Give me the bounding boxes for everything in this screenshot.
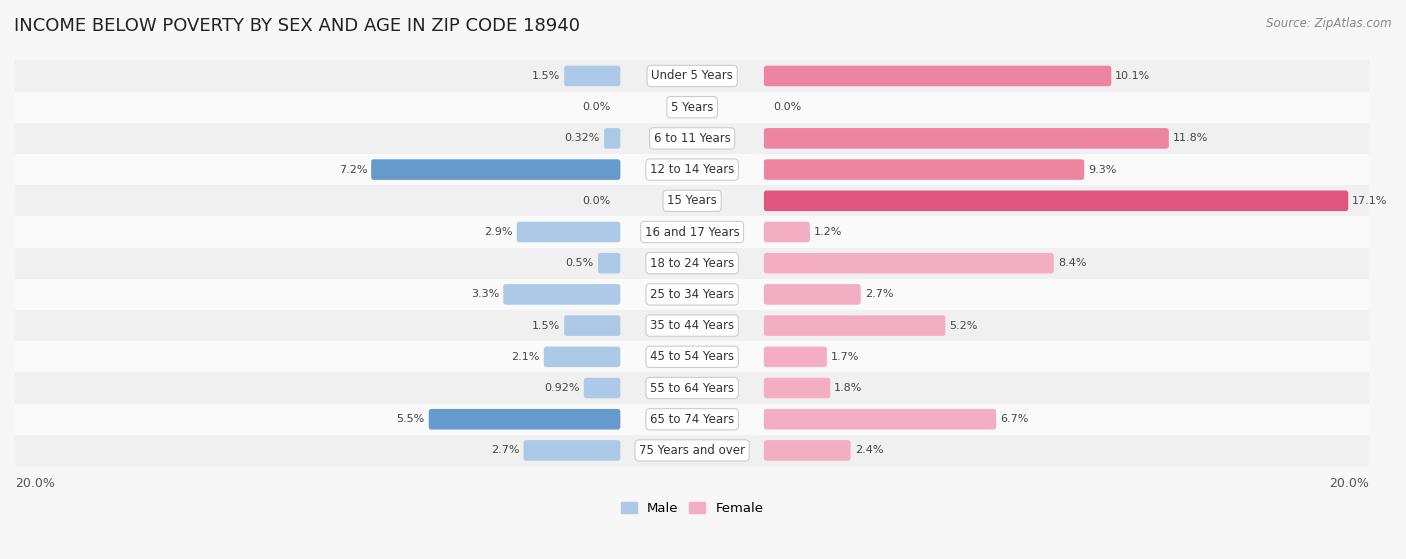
Text: 25 to 34 Years: 25 to 34 Years [650, 288, 734, 301]
FancyBboxPatch shape [763, 222, 810, 242]
FancyBboxPatch shape [763, 159, 1084, 180]
FancyBboxPatch shape [583, 378, 620, 399]
Text: 18 to 24 Years: 18 to 24 Years [650, 257, 734, 269]
Bar [15, 341, 1369, 372]
FancyBboxPatch shape [763, 378, 831, 399]
Text: 16 and 17 Years: 16 and 17 Years [645, 225, 740, 239]
Text: 2.9%: 2.9% [484, 227, 513, 237]
Text: 15 Years: 15 Years [668, 195, 717, 207]
FancyBboxPatch shape [517, 222, 620, 242]
Text: 7.2%: 7.2% [339, 164, 367, 174]
Legend: Male, Female: Male, Female [616, 496, 769, 520]
Text: 1.7%: 1.7% [831, 352, 859, 362]
Bar [15, 92, 1369, 123]
Text: 5.5%: 5.5% [396, 414, 425, 424]
Text: Source: ZipAtlas.com: Source: ZipAtlas.com [1267, 17, 1392, 30]
Text: 2.7%: 2.7% [491, 446, 519, 456]
Bar [15, 310, 1369, 341]
Text: 2.7%: 2.7% [865, 290, 893, 300]
FancyBboxPatch shape [763, 191, 1348, 211]
Text: 10.1%: 10.1% [1115, 71, 1150, 81]
Text: 5.2%: 5.2% [949, 321, 977, 330]
Text: 3.3%: 3.3% [471, 290, 499, 300]
FancyBboxPatch shape [763, 409, 995, 429]
Text: 0.0%: 0.0% [582, 196, 610, 206]
FancyBboxPatch shape [523, 440, 620, 461]
FancyBboxPatch shape [763, 128, 1168, 149]
FancyBboxPatch shape [503, 284, 620, 305]
Text: 75 Years and over: 75 Years and over [640, 444, 745, 457]
FancyBboxPatch shape [564, 315, 620, 336]
Text: 45 to 54 Years: 45 to 54 Years [650, 350, 734, 363]
Text: 0.0%: 0.0% [582, 102, 610, 112]
Bar [15, 123, 1369, 154]
Text: 17.1%: 17.1% [1353, 196, 1388, 206]
FancyBboxPatch shape [763, 65, 1111, 86]
Text: 20.0%: 20.0% [1329, 477, 1369, 490]
Text: 11.8%: 11.8% [1173, 134, 1208, 144]
Bar [15, 404, 1369, 435]
Text: 35 to 44 Years: 35 to 44 Years [650, 319, 734, 332]
Text: 2.4%: 2.4% [855, 446, 883, 456]
FancyBboxPatch shape [598, 253, 620, 273]
Text: 0.32%: 0.32% [565, 134, 600, 144]
FancyBboxPatch shape [429, 409, 620, 429]
Text: 6 to 11 Years: 6 to 11 Years [654, 132, 731, 145]
Text: 2.1%: 2.1% [512, 352, 540, 362]
FancyBboxPatch shape [544, 347, 620, 367]
Text: 55 to 64 Years: 55 to 64 Years [650, 382, 734, 395]
Text: 20.0%: 20.0% [15, 477, 55, 490]
FancyBboxPatch shape [763, 347, 827, 367]
Bar [15, 216, 1369, 248]
Text: 0.92%: 0.92% [544, 383, 579, 393]
Text: 1.8%: 1.8% [834, 383, 863, 393]
Text: 9.3%: 9.3% [1088, 164, 1116, 174]
Text: 0.5%: 0.5% [565, 258, 593, 268]
FancyBboxPatch shape [763, 253, 1053, 273]
Bar [15, 248, 1369, 279]
Text: 1.5%: 1.5% [531, 71, 560, 81]
Text: 1.5%: 1.5% [531, 321, 560, 330]
Bar [15, 185, 1369, 216]
FancyBboxPatch shape [371, 159, 620, 180]
Text: 0.0%: 0.0% [773, 102, 801, 112]
Text: 1.2%: 1.2% [814, 227, 842, 237]
Text: 5 Years: 5 Years [671, 101, 713, 113]
Bar [15, 60, 1369, 92]
Text: INCOME BELOW POVERTY BY SEX AND AGE IN ZIP CODE 18940: INCOME BELOW POVERTY BY SEX AND AGE IN Z… [14, 17, 581, 35]
Text: 6.7%: 6.7% [1000, 414, 1029, 424]
Text: 8.4%: 8.4% [1057, 258, 1087, 268]
FancyBboxPatch shape [564, 65, 620, 86]
FancyBboxPatch shape [763, 284, 860, 305]
FancyBboxPatch shape [763, 315, 945, 336]
FancyBboxPatch shape [763, 440, 851, 461]
Bar [15, 435, 1369, 466]
Bar [15, 372, 1369, 404]
Text: 65 to 74 Years: 65 to 74 Years [650, 413, 734, 426]
Bar [15, 154, 1369, 185]
FancyBboxPatch shape [605, 128, 620, 149]
Bar [15, 279, 1369, 310]
Text: Under 5 Years: Under 5 Years [651, 69, 733, 83]
Text: 12 to 14 Years: 12 to 14 Years [650, 163, 734, 176]
